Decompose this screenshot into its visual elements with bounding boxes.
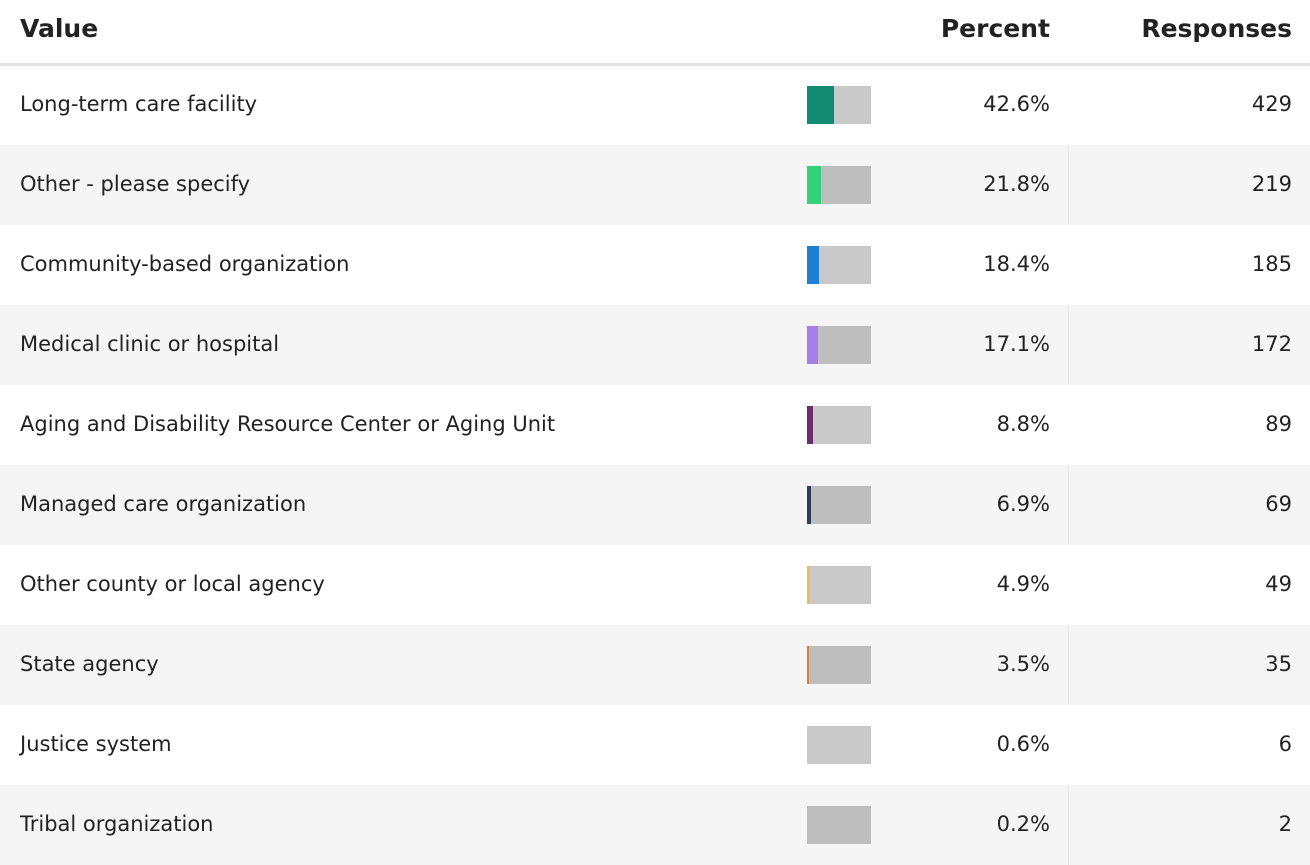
percent-bar [807, 486, 811, 524]
header-cell: Responses [1141, 14, 1292, 43]
bar-track [807, 486, 871, 524]
percent-cell: 6.9% [997, 492, 1050, 516]
percent-cell: 0.6% [997, 732, 1050, 756]
percent-bar [807, 86, 834, 124]
percent-cell: 21.8% [983, 172, 1050, 196]
percent-bar [807, 566, 810, 604]
responses-cell: 2 [1279, 812, 1292, 836]
header-cell: Percent [941, 14, 1050, 43]
value-cell: Medical clinic or hospital [20, 332, 279, 356]
percent-cell: 3.5% [997, 652, 1050, 676]
table-row: Managed care organization 6.9% 69 [0, 465, 1310, 545]
responses-cell: 6 [1279, 732, 1292, 756]
responses-cell: 49 [1265, 572, 1292, 596]
value-cell: Other - please specify [20, 172, 250, 196]
table-row: Justice system 0.6% 6 [0, 705, 1310, 785]
percent-bar [807, 246, 819, 284]
table-row: Long-term care facility 42.6% 429 [0, 65, 1310, 145]
bar-track [807, 326, 871, 364]
table-row: State agency 3.5% 35 [0, 625, 1310, 705]
percent-cell: 42.6% [983, 92, 1050, 116]
percent-cell: 18.4% [983, 252, 1050, 276]
percent-bar [807, 406, 813, 444]
bar-track [807, 86, 871, 124]
responses-cell: 69 [1265, 492, 1292, 516]
percent-cell: 0.2% [997, 812, 1050, 836]
responses-cell: 219 [1252, 172, 1292, 196]
responses-cell: 429 [1252, 92, 1292, 116]
bar-track [807, 566, 871, 604]
bar-track [807, 166, 871, 204]
bar-track [807, 646, 871, 684]
percent-cell: 4.9% [997, 572, 1050, 596]
value-cell: Justice system [20, 732, 172, 756]
responses-cell: 172 [1252, 332, 1292, 356]
percent-cell: 8.8% [997, 412, 1050, 436]
value-cell: State agency [20, 652, 159, 676]
bar-track [807, 806, 871, 844]
bar-track [807, 726, 871, 764]
responses-cell: 185 [1252, 252, 1292, 276]
responses-cell: 35 [1265, 652, 1292, 676]
percent-bar [807, 326, 818, 364]
table-row: Other - please specify 21.8% 219 [0, 145, 1310, 225]
value-cell: Aging and Disability Resource Center or … [20, 412, 555, 436]
value-cell: Tribal organization [20, 812, 214, 836]
table-row: Other county or local agency 4.9% 49 [0, 545, 1310, 625]
table-row: Medical clinic or hospital 17.1% 172 [0, 305, 1310, 385]
value-cell: Long-term care facility [20, 92, 257, 116]
percent-bar [807, 646, 809, 684]
table-row: Tribal organization 0.2% 2 [0, 785, 1310, 865]
responses-cell: 89 [1265, 412, 1292, 436]
percent-cell: 17.1% [983, 332, 1050, 356]
header-row: Value Percent Responses [0, 0, 1310, 66]
value-cell: Managed care organization [20, 492, 306, 516]
bar-track [807, 406, 871, 444]
percent-bar [807, 166, 821, 204]
header-cell: Value [20, 14, 98, 43]
value-cell: Other county or local agency [20, 572, 325, 596]
bar-track [807, 246, 871, 284]
table-row: Aging and Disability Resource Center or … [0, 385, 1310, 465]
value-cell: Community-based organization [20, 252, 349, 276]
table-row: Community-based organization 18.4% 185 [0, 225, 1310, 305]
